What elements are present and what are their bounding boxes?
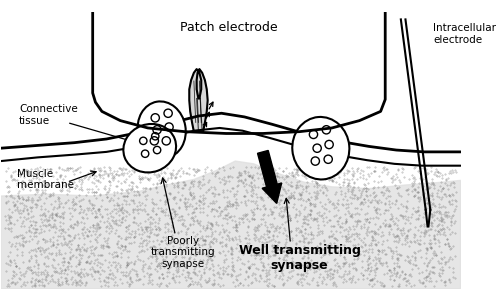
- Ellipse shape: [124, 124, 176, 172]
- Polygon shape: [190, 69, 208, 132]
- FancyArrow shape: [258, 150, 281, 203]
- Text: Poorly
transmitting
synapse: Poorly transmitting synapse: [150, 236, 215, 269]
- Ellipse shape: [292, 117, 350, 179]
- Text: Intracellular
electrode: Intracellular electrode: [433, 23, 496, 45]
- Ellipse shape: [138, 101, 186, 158]
- Text: Well transmitting
synapse: Well transmitting synapse: [238, 244, 360, 272]
- Text: Patch electrode: Patch electrode: [180, 21, 278, 34]
- Text: Connective
tissue: Connective tissue: [19, 104, 78, 126]
- Text: Muscle
membrane: Muscle membrane: [18, 169, 74, 190]
- Polygon shape: [0, 161, 460, 289]
